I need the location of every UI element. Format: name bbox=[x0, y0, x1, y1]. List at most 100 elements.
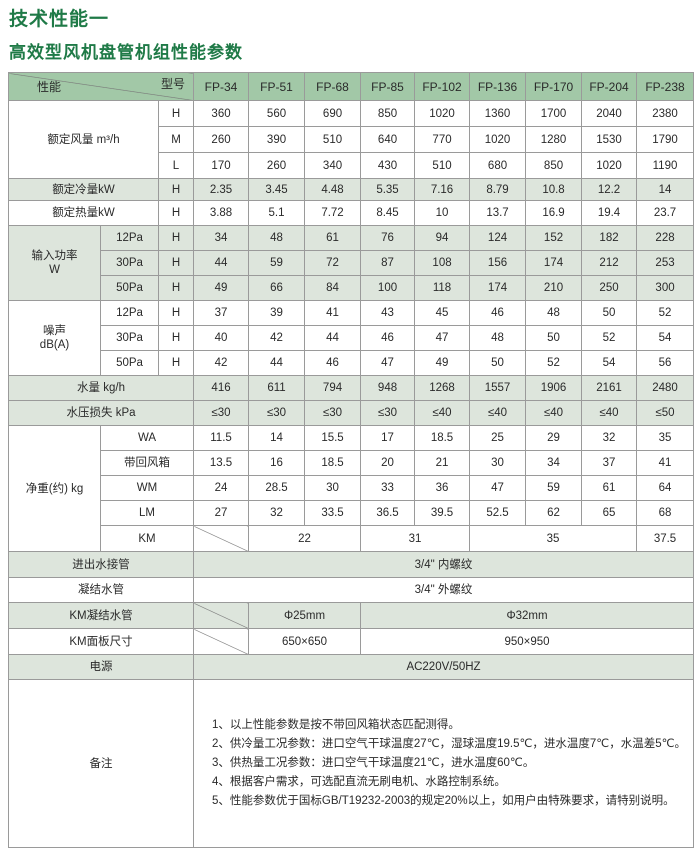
value-cell: 31 bbox=[360, 525, 471, 552]
model-header-cell: FP-102 bbox=[414, 72, 471, 101]
power-row: 输入功率 W 12Pa H 34 48 61 76 94 124 152 182 228 bbox=[8, 225, 695, 301]
model-header-cell: FP-51 bbox=[248, 72, 306, 101]
weight-row: WM 24 28.5 30 33 36 47 59 61 64 bbox=[9, 475, 695, 501]
value-cell: 47 bbox=[360, 350, 416, 376]
value-cell: 37 bbox=[193, 300, 250, 326]
value-cell: AC220V/50HZ bbox=[193, 654, 695, 680]
note-item: 1、以上性能参数是按不带回风箱状态匹配测得。 bbox=[212, 719, 460, 731]
weight-row-km: KM 22 31 35 37.5 bbox=[9, 525, 695, 552]
value-cell: 340 bbox=[304, 152, 362, 179]
value-cell: ≤40 bbox=[469, 400, 527, 426]
speed-cell: H bbox=[157, 225, 195, 251]
value-cell: 228 bbox=[636, 225, 695, 251]
model-header-cell: FP-136 bbox=[469, 72, 527, 101]
row-label: 进出水接管 bbox=[7, 551, 195, 578]
value-cell: 10 bbox=[414, 200, 471, 226]
value-cell: 18.5 bbox=[304, 450, 362, 476]
value-cell: 11.5 bbox=[193, 425, 250, 451]
value-cell: 33.5 bbox=[304, 500, 362, 526]
value-cell: 45 bbox=[414, 300, 471, 326]
value-cell: 36.5 bbox=[360, 500, 416, 526]
value-cell: 39.5 bbox=[414, 500, 471, 526]
model-header-cell: FP-170 bbox=[525, 72, 583, 101]
value-cell: 948 bbox=[360, 375, 416, 401]
value-cell: 5.1 bbox=[248, 200, 306, 226]
row-label: 水压损失 kPa bbox=[7, 400, 195, 426]
value-cell: 13.7 bbox=[469, 200, 527, 226]
power-supply-row: 电源 AC220V/50HZ bbox=[7, 654, 695, 680]
speed-cell: H bbox=[157, 275, 195, 301]
value-cell: 16 bbox=[248, 450, 306, 476]
row-label: 噪声 dB(A) bbox=[8, 300, 101, 376]
value-cell: 510 bbox=[304, 126, 362, 153]
power-row: 50Pa H 49 66 84 100 118 174 210 250 300 bbox=[9, 275, 695, 301]
value-cell: 13.5 bbox=[193, 450, 250, 476]
value-cell: 30 bbox=[304, 475, 362, 501]
note-item: 3、供热量工况参数：进口空气干球温度21℃，进水温度60℃。 bbox=[212, 757, 535, 769]
row-label-text: 输入功率 bbox=[31, 250, 78, 262]
speed-cell: H bbox=[157, 325, 195, 351]
value-cell: 50 bbox=[525, 325, 583, 351]
row-label-unit: W bbox=[49, 264, 60, 276]
row-label: 额定热量kW bbox=[8, 200, 159, 226]
value-cell: 3/4" 内螺纹 bbox=[193, 551, 695, 578]
model-header-cell: FP-204 bbox=[581, 72, 638, 101]
value-cell: 3/4" 外螺纹 bbox=[193, 577, 695, 603]
pressure-cell: 12Pa bbox=[100, 300, 159, 326]
note-item: 5、性能参数优于国标GB/T19232-2003的规定20%以上，如用户由特殊要… bbox=[212, 795, 675, 807]
value-cell: 48 bbox=[248, 225, 306, 251]
pressure-loss-row: 水压损失 kPa ≤30 ≤30 ≤30 ≤30 ≤40 ≤40 ≤40 ≤40 ≤50 bbox=[7, 400, 695, 426]
speed-cell: H bbox=[157, 178, 195, 201]
value-cell: 108 bbox=[414, 250, 471, 276]
row-label: 净重(约) kg bbox=[8, 425, 101, 552]
value-cell: 1360 bbox=[469, 100, 527, 127]
value-cell: 124 bbox=[469, 225, 527, 251]
value-cell: 1020 bbox=[414, 100, 471, 127]
header-row: 性能 型号 FP-34 FP-51 FP-68 FP-85 FP-102 FP-136 FP-1… bbox=[7, 72, 695, 101]
notes-row: 备注 1、以上性能参数是按不带回风箱状态匹配测得。 2、供冷量工况参数：进口空气干球… bbox=[7, 679, 695, 848]
value-cell: 50 bbox=[581, 300, 638, 326]
water-flow-row: 水量 kg/h 416 611 794 948 1268 1557 1906 2161 2480 bbox=[7, 375, 695, 401]
row-label: KM面板尺寸 bbox=[7, 628, 195, 655]
note-item: 4、根据客户需求，可选配直流无刷电机、水路控制系统。 bbox=[212, 776, 506, 788]
value-cell: ≤30 bbox=[304, 400, 362, 426]
value-cell: 560 bbox=[248, 100, 306, 127]
km-condensate-row: KM凝结水管 Φ25mm Φ32mm bbox=[7, 602, 695, 629]
value-cell: 52 bbox=[525, 350, 583, 376]
value-cell: 260 bbox=[193, 126, 250, 153]
value-cell: 62 bbox=[525, 500, 583, 526]
value-cell: ≤30 bbox=[360, 400, 416, 426]
value-cell: 47 bbox=[414, 325, 471, 351]
value-cell: 66 bbox=[248, 275, 306, 301]
value-cell: 29 bbox=[525, 425, 583, 451]
speed-cell: H bbox=[157, 100, 195, 127]
value-cell: 28.5 bbox=[248, 475, 306, 501]
value-cell: 20 bbox=[360, 450, 416, 476]
value-cell: 32 bbox=[581, 425, 638, 451]
value-cell: 21 bbox=[414, 450, 471, 476]
section-title: 技术性能一 bbox=[9, 8, 110, 30]
value-cell: 44 bbox=[248, 350, 306, 376]
value-cell: 174 bbox=[525, 250, 583, 276]
value-cell: 30 bbox=[469, 450, 527, 476]
performance-header-label: 性能 bbox=[37, 80, 62, 94]
value-cell: 650×650 bbox=[248, 628, 362, 655]
value-cell: 34 bbox=[525, 450, 583, 476]
type-cell: WM bbox=[99, 475, 195, 501]
value-cell: 43 bbox=[360, 300, 416, 326]
row-label: 额定风量 m³/h bbox=[8, 100, 159, 179]
value-cell: ≤50 bbox=[636, 400, 695, 426]
noise-row: 噪声 dB(A) 12Pa H 37 39 41 43 45 46 48 50 52 bbox=[8, 300, 695, 376]
value-cell: 12.2 bbox=[581, 178, 638, 201]
value-cell: 34 bbox=[193, 225, 250, 251]
speed-cell: M bbox=[157, 126, 195, 153]
value-cell: 1020 bbox=[581, 152, 638, 179]
value-cell: 46 bbox=[469, 300, 527, 326]
not-applicable-cell bbox=[193, 525, 250, 552]
value-cell: Φ25mm bbox=[248, 602, 362, 629]
value-cell: 32 bbox=[248, 500, 306, 526]
type-cell: KM bbox=[99, 525, 195, 552]
value-cell: 48 bbox=[525, 300, 583, 326]
value-cell: 1530 bbox=[581, 126, 638, 153]
value-cell: 25 bbox=[469, 425, 527, 451]
